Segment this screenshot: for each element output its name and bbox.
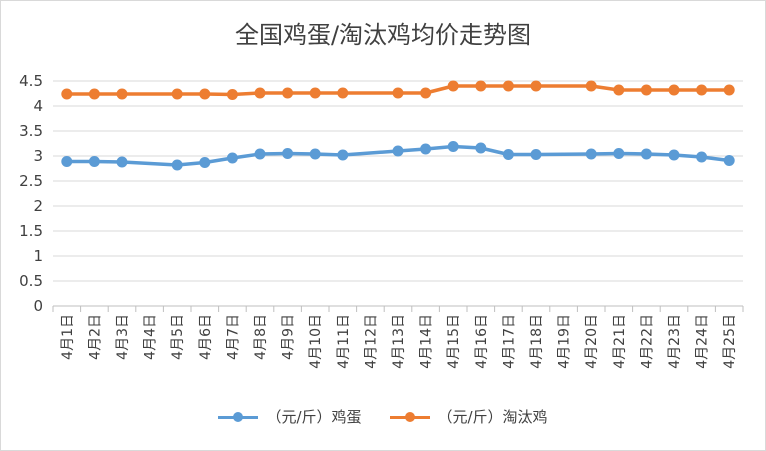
x-tick-label: 4月16日 bbox=[474, 314, 490, 369]
y-tick-label: 2 bbox=[33, 197, 43, 215]
data-point bbox=[88, 88, 100, 100]
data-point bbox=[447, 80, 459, 92]
x-tick-label: 4月2日 bbox=[87, 314, 103, 360]
data-point bbox=[199, 88, 211, 100]
y-tick-label: 1 bbox=[33, 247, 43, 265]
data-point bbox=[282, 87, 294, 99]
data-point bbox=[226, 89, 238, 100]
x-tick-label: 4月22日 bbox=[639, 314, 655, 369]
x-tick-label: 4月25日 bbox=[722, 314, 738, 369]
legend-label-eggs: （元/斤）鸡蛋 bbox=[266, 408, 362, 426]
data-point bbox=[447, 141, 459, 152]
x-tick-label: 4月14日 bbox=[419, 314, 435, 369]
series-line-1 bbox=[66, 84, 730, 97]
x-tick-label: 4月1日 bbox=[60, 314, 76, 360]
data-point bbox=[337, 87, 349, 99]
x-tick-label: 4月10日 bbox=[308, 314, 324, 369]
chart-title: 全国鸡蛋/淘汰鸡均价走势图 bbox=[234, 21, 532, 49]
legend-swatch-culled-hens bbox=[389, 410, 430, 424]
data-point bbox=[696, 151, 708, 163]
data-point bbox=[613, 148, 625, 159]
data-point bbox=[530, 149, 542, 160]
data-point bbox=[502, 80, 514, 92]
x-tick-label: 4月8日 bbox=[253, 314, 269, 360]
data-point bbox=[585, 148, 597, 160]
y-tick-label: 4 bbox=[33, 97, 43, 115]
x-tick-label: 4月18日 bbox=[529, 314, 545, 369]
data-point bbox=[282, 148, 294, 159]
x-tick-label: 4月9日 bbox=[281, 314, 297, 360]
x-tick-label: 4月15日 bbox=[446, 314, 462, 369]
data-point bbox=[530, 80, 542, 92]
y-tick-label: 4.5 bbox=[19, 72, 43, 90]
x-tick-label: 4月7日 bbox=[225, 314, 241, 360]
x-tick-label: 4月3日 bbox=[115, 314, 131, 360]
data-point bbox=[254, 87, 266, 99]
data-point bbox=[475, 80, 487, 92]
data-point bbox=[696, 84, 708, 96]
x-tick-label: 4月13日 bbox=[391, 314, 407, 369]
data-point bbox=[171, 88, 183, 100]
data-point bbox=[420, 87, 432, 99]
x-tick-label: 4月20日 bbox=[584, 314, 600, 369]
data-point bbox=[723, 84, 735, 96]
data-point bbox=[613, 84, 625, 96]
x-tick-label: 4月4日 bbox=[143, 314, 159, 360]
y-tick-label: 0 bbox=[33, 297, 43, 315]
data-point bbox=[640, 84, 652, 96]
data-point bbox=[309, 87, 321, 99]
data-point bbox=[392, 87, 404, 99]
y-tick-label: 3 bbox=[33, 147, 43, 165]
y-tick-label: 0.5 bbox=[19, 272, 43, 290]
data-point bbox=[585, 80, 597, 92]
data-point bbox=[254, 148, 266, 160]
y-tick-label: 1.5 bbox=[19, 222, 43, 240]
x-tick-label: 4月17日 bbox=[501, 314, 517, 369]
legend: （元/斤）鸡蛋 （元/斤）淘汰鸡 bbox=[1, 406, 765, 427]
data-point bbox=[640, 148, 652, 160]
data-point bbox=[116, 88, 128, 100]
data-point bbox=[337, 149, 349, 161]
x-tick-label: 4月24日 bbox=[695, 314, 711, 369]
data-point bbox=[420, 143, 432, 155]
x-tick-label: 4月19日 bbox=[557, 314, 573, 369]
x-tick-label: 4月21日 bbox=[612, 314, 628, 369]
x-tick-label: 4月12日 bbox=[363, 314, 379, 369]
x-tick-label: 4月6日 bbox=[198, 314, 214, 360]
series-line-0 bbox=[66, 144, 730, 167]
data-point bbox=[116, 156, 128, 168]
data-point bbox=[668, 84, 680, 96]
legend-swatch-eggs bbox=[218, 410, 259, 424]
legend-item-culled-hens: （元/斤）淘汰鸡 bbox=[389, 406, 548, 427]
x-tick-label: 4月23日 bbox=[667, 314, 683, 369]
data-point bbox=[723, 155, 735, 166]
data-point bbox=[668, 149, 680, 161]
data-point bbox=[88, 156, 100, 167]
data-point bbox=[171, 159, 183, 171]
data-point bbox=[61, 156, 73, 167]
data-point bbox=[502, 149, 514, 160]
legend-item-eggs: （元/斤）鸡蛋 bbox=[218, 406, 362, 427]
data-point bbox=[61, 88, 73, 100]
data-point bbox=[475, 142, 487, 154]
data-point bbox=[309, 148, 321, 160]
legend-label-culled-hens: （元/斤）淘汰鸡 bbox=[437, 408, 548, 426]
data-point bbox=[392, 145, 404, 157]
y-tick-label: 3.5 bbox=[19, 122, 43, 140]
data-point bbox=[226, 152, 238, 164]
x-tick-label: 4月5日 bbox=[170, 314, 186, 360]
data-point bbox=[199, 157, 211, 168]
y-tick-label: 2.5 bbox=[19, 172, 43, 190]
x-tick-label: 4月11日 bbox=[336, 314, 352, 369]
